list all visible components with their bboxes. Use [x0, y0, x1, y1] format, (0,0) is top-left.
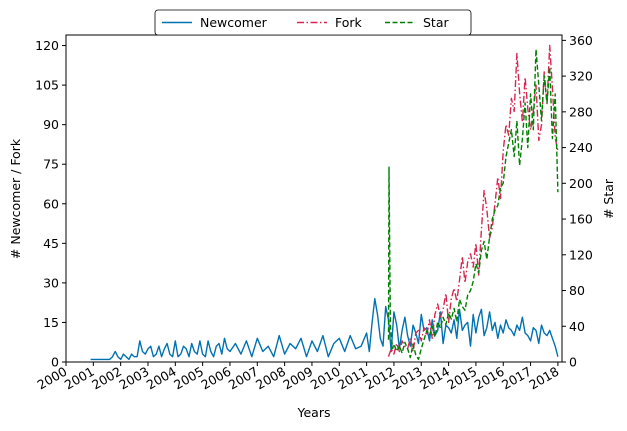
y-right-tick-label: 160: [569, 212, 593, 227]
legend-label-star: Star: [423, 15, 449, 30]
y-left-tick-label: 45: [43, 236, 59, 251]
legend-label-newcomer: Newcomer: [200, 15, 268, 30]
x-tick-label: 2018: [526, 364, 561, 393]
y-axis-left: 0 15 30 45 60 75 90 105 120: [35, 38, 66, 370]
legend-label-fork: Fork: [335, 15, 363, 30]
y-left-tick-label: 0: [51, 355, 59, 370]
y-right-tick-label: 320: [569, 69, 593, 84]
y-right-tick-label: 200: [569, 176, 593, 191]
y-left-tick-label: 60: [43, 196, 59, 211]
plot-frame: [65, 34, 563, 363]
y-right-tick-label: 0: [569, 355, 577, 370]
y-left-tick-label: 105: [35, 78, 59, 93]
y-axis-right: 0 40 80 120 160 200 240 280 320 360: [562, 33, 593, 370]
y-axis-left-label: # Newcomer / Fork: [8, 138, 23, 259]
series-layer: [90, 44, 559, 361]
series-line-fork: [387, 44, 559, 357]
y-right-tick-label: 80: [569, 283, 585, 298]
y-left-tick-label: 120: [35, 38, 59, 53]
y-left-tick-label: 30: [43, 275, 59, 290]
legend-entries: Newcomer Fork Star: [162, 15, 449, 30]
series-line-newcomer: [90, 298, 559, 361]
y-axis-right-label: # Star: [601, 178, 616, 219]
plot-area: [65, 34, 563, 363]
y-right-tick-label: 40: [569, 319, 585, 334]
x-axis: 2000200120022003200420052006200720082009…: [34, 362, 561, 393]
series-line-star: [387, 48, 559, 360]
y-right-tick-label: 240: [569, 140, 593, 155]
y-left-tick-label: 90: [43, 117, 59, 132]
y-left-tick-label: 75: [43, 157, 59, 172]
y-right-tick-label: 120: [569, 247, 593, 262]
y-right-tick-label: 280: [569, 104, 593, 119]
y-right-tick-label: 360: [569, 33, 593, 48]
x-axis-label: Years: [297, 405, 331, 420]
legend: Newcomer Fork Star: [154, 9, 472, 36]
y-left-tick-label: 15: [43, 315, 59, 330]
